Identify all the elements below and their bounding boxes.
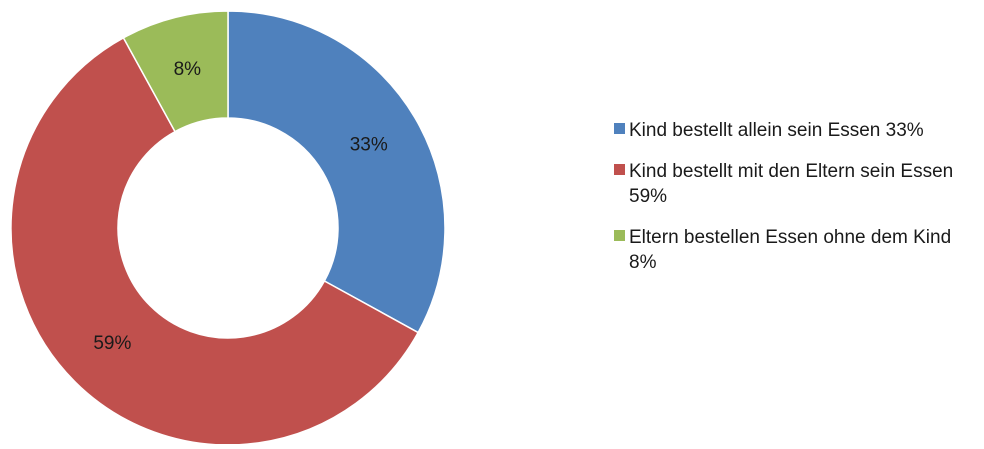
slice-2 (122, 10, 229, 133)
legend-item-1: Kind bestellt mit den Eltern sein Essen … (614, 159, 974, 209)
legend: Kind bestellt allein sein Essen 33% Kind… (614, 118, 974, 291)
legend-item-0: Kind bestellt allein sein Essen 33% (614, 118, 974, 143)
legend-label-0: Kind bestellt allein sein Essen 33% (629, 120, 924, 141)
legend-swatch-1 (614, 164, 625, 175)
legend-label-2: Eltern bestellen Essen ohne dem Kind 8% (629, 227, 952, 273)
slice-0 (227, 10, 446, 334)
legend-label-1: Kind bestellt mit den Eltern sein Essen … (629, 161, 954, 207)
legend-swatch-0 (614, 123, 625, 134)
slice-label-1: 59% (93, 333, 131, 354)
legend-item-2: Eltern bestellen Essen ohne dem Kind 8% (614, 225, 974, 275)
slice-label-2: 8% (174, 59, 202, 80)
legend-swatch-2 (614, 230, 625, 241)
slice-label-0: 33% (350, 134, 388, 155)
